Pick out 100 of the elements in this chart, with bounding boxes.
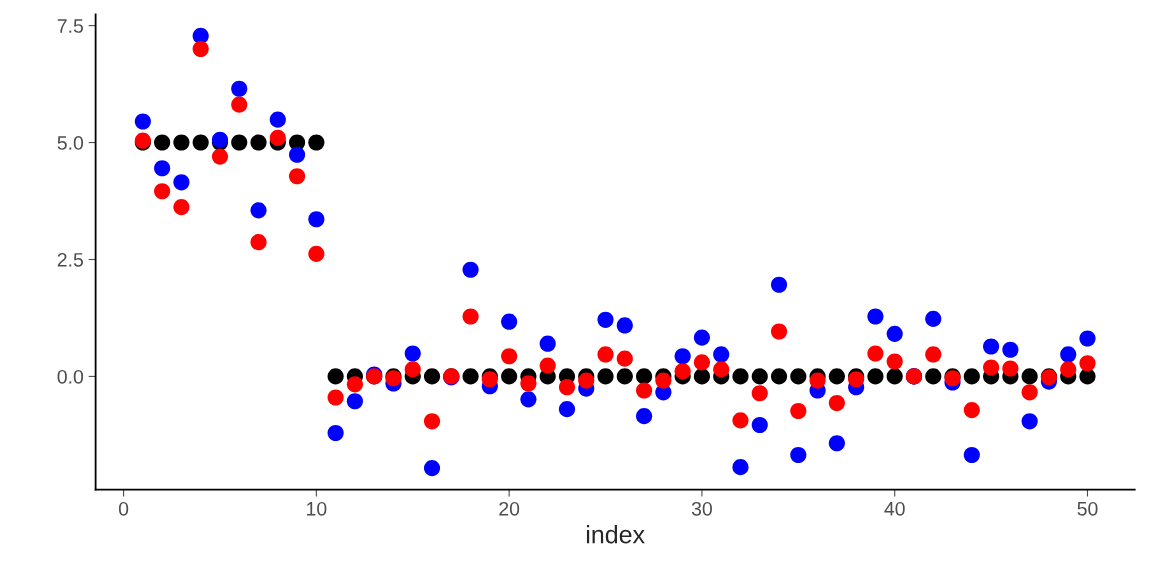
point [655,372,672,389]
point [1079,330,1096,347]
point [269,111,286,128]
point [616,368,633,385]
point [1060,361,1077,378]
x-tick-label: 50 [1077,501,1098,516]
point [1021,368,1038,385]
point [636,382,653,399]
point [828,435,845,452]
point [983,338,1000,355]
point [192,40,209,58]
point [501,348,518,365]
point [173,199,190,216]
point [327,389,344,406]
point [1002,341,1019,358]
x-tick-label: 0 [118,501,129,516]
point [674,363,691,380]
point [790,368,807,385]
y-tick-label: 2.5 [57,252,83,267]
point [501,368,518,385]
point [963,402,980,419]
point [751,416,768,434]
point [154,160,171,177]
point [462,261,479,278]
point [597,368,614,385]
point [269,129,286,146]
point [173,134,190,151]
point [790,446,807,464]
point [327,424,344,442]
point [790,402,807,420]
point [520,375,537,392]
point [770,276,788,293]
point [732,368,749,385]
point [886,325,903,342]
point [154,183,171,200]
point [462,368,479,385]
point [925,310,942,327]
point [404,361,421,378]
x-axis-title: index [586,525,645,544]
point [423,413,441,430]
y-tick-label: 5.0 [57,136,84,150]
point [558,401,576,418]
point [1021,384,1038,401]
point [423,368,441,385]
point [616,350,633,367]
point [886,353,903,370]
point [231,80,248,97]
point [751,385,768,402]
point [770,368,788,385]
point [501,313,518,330]
point [693,354,710,371]
point [539,357,556,374]
point [173,174,190,191]
point [925,346,942,363]
point [886,368,903,385]
point [616,317,633,334]
point [636,408,653,425]
point [1079,355,1096,372]
point [327,368,344,385]
point [346,376,363,393]
point [154,134,171,151]
point [520,391,537,408]
point [308,134,325,151]
point [250,134,267,151]
point [404,345,421,362]
point [250,234,267,251]
point [597,346,614,363]
point [713,361,730,378]
point [597,311,614,328]
point [751,368,768,385]
point [308,245,325,262]
point [732,412,749,429]
point [211,148,229,165]
point [250,202,267,219]
point [539,335,556,352]
point [867,345,884,362]
point [578,372,595,389]
point [770,323,788,340]
point [867,368,884,385]
x-tick-label: 20 [499,501,520,516]
point [713,346,730,363]
point [231,134,248,151]
point [308,211,325,228]
y-tick-label: 7.5 [57,19,83,33]
point [693,368,710,385]
point [462,308,479,325]
point [1002,360,1019,377]
point [809,372,826,389]
point [289,168,306,185]
point [192,134,209,151]
x-tick-label: 40 [884,501,905,516]
point [346,393,363,410]
point [1021,413,1038,430]
point [732,459,749,476]
y-tick-label: 0.0 [57,369,84,384]
point [828,395,845,412]
point [636,368,653,385]
point [963,446,980,464]
point [674,348,691,365]
point [289,146,306,163]
